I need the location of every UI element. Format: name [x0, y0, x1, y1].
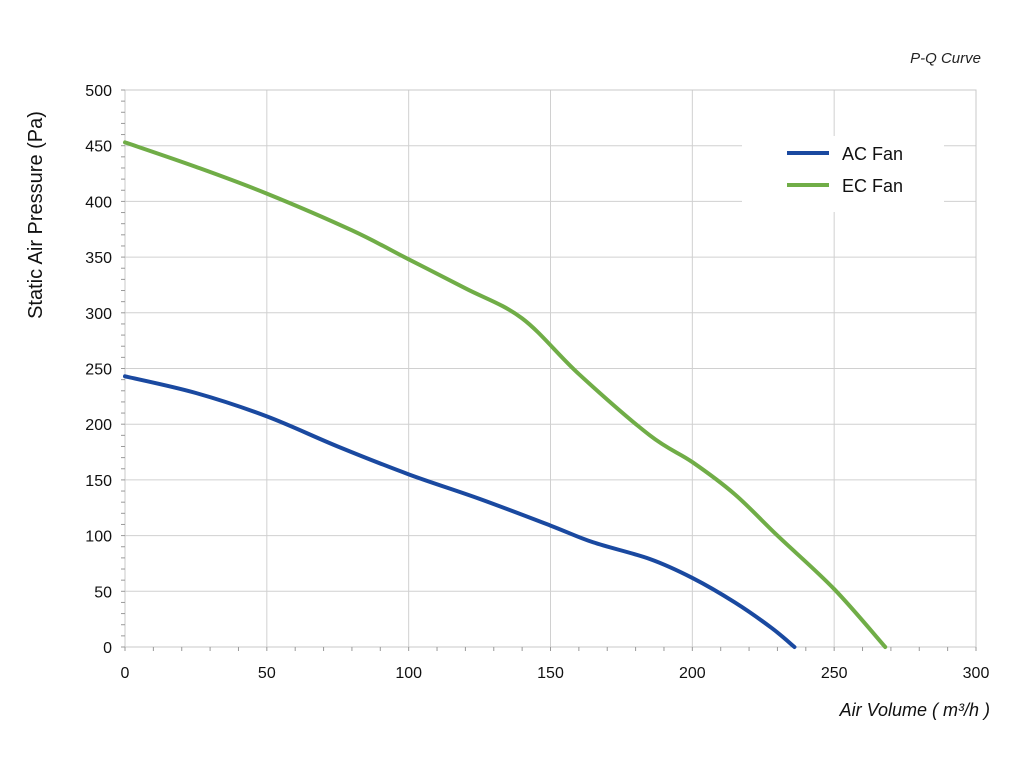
chart-title: P-Q Curve [910, 50, 981, 67]
series-line-ec-fan [123, 140, 888, 649]
y-tick-label: 500 [85, 83, 112, 100]
legend-box [742, 136, 944, 212]
y-tick-label: 400 [85, 194, 112, 211]
x-axis-label: Air Volume ( m³/h ) [839, 700, 990, 720]
x-tick-label: 100 [395, 665, 422, 682]
y-tick-label: 300 [85, 306, 112, 323]
minor-ticks [121, 89, 977, 651]
y-tick-label: 450 [85, 139, 112, 156]
y-tick-label: 250 [85, 362, 112, 379]
y-axis-label: Static Air Pressure (Pa) [25, 111, 47, 319]
series-lines [123, 140, 888, 649]
y-tick-label: 50 [94, 584, 112, 601]
legend: AC Fan EC Fan [742, 136, 944, 212]
y-tick-label: 200 [85, 417, 112, 434]
y-tick-label: 0 [103, 640, 112, 657]
series-line-ac-fan [123, 374, 797, 649]
legend-label-ec-fan: EC Fan [842, 176, 903, 196]
y-tick-labels: 0 50 100 150 200 250 300 350 400 450 500 [85, 83, 112, 657]
legend-label-ac-fan: AC Fan [842, 144, 903, 164]
x-tick-label: 0 [121, 665, 130, 682]
x-tick-label: 300 [963, 665, 990, 682]
y-tick-label: 150 [85, 473, 112, 490]
x-tick-label: 50 [258, 665, 276, 682]
x-tick-label: 150 [537, 665, 564, 682]
x-tick-label: 250 [821, 665, 848, 682]
x-tick-label: 200 [679, 665, 706, 682]
y-tick-label: 100 [85, 529, 112, 546]
y-tick-label: 350 [85, 250, 112, 267]
x-tick-labels: 0 50 100 150 200 250 300 [121, 665, 990, 682]
